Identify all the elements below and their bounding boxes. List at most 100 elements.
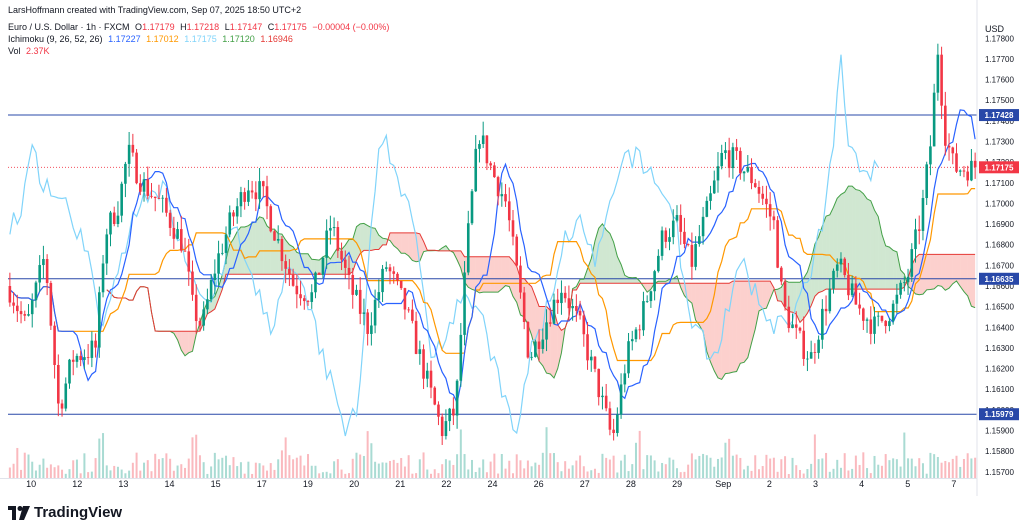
volume-bar [172, 470, 175, 478]
volume-bar [709, 457, 712, 478]
candle-body [914, 229, 917, 250]
time-tick-label: 14 [164, 479, 174, 489]
candle-body [86, 357, 90, 358]
volume-bar [649, 455, 652, 478]
candle-body [821, 308, 824, 340]
candle-body [157, 198, 161, 199]
price-tick-label: 1.16300 [985, 344, 1014, 353]
volume-bar [411, 473, 414, 478]
volume-bar [493, 453, 496, 478]
cloud-segment [747, 281, 752, 358]
candle-body [742, 171, 746, 174]
candle-body [172, 227, 176, 239]
candle-body [470, 191, 474, 224]
cloud-segment [691, 283, 696, 321]
volume-bar [213, 452, 216, 478]
tradingview-logo-text: TradingView [34, 504, 123, 521]
time-tick-label: 24 [487, 479, 497, 489]
candle-body [98, 292, 101, 348]
candle-body [634, 329, 638, 340]
candle-body [153, 196, 157, 199]
volume-bar [851, 468, 854, 478]
candle-body [16, 305, 19, 312]
volume-bar [366, 431, 369, 478]
volume-bar [154, 453, 157, 478]
cloud-segment [401, 232, 405, 254]
cloud-segment [881, 234, 886, 290]
legend-high-label: H [180, 22, 187, 32]
ichimoku-base-line [9, 188, 976, 362]
candle-body [701, 216, 705, 237]
candle-body [288, 268, 291, 275]
volume-bar [854, 455, 857, 478]
volume-bar [422, 452, 425, 478]
candle-body [768, 204, 772, 217]
candle-body [794, 324, 798, 328]
volume-bar [221, 457, 224, 478]
legend-vol-label[interactable]: Vol [8, 46, 21, 56]
volume-bar [564, 461, 567, 478]
candle-body [94, 340, 97, 348]
cloud-segment [602, 223, 607, 284]
volume-bar [277, 459, 280, 478]
time-tick-label: 2 [767, 479, 772, 489]
candle-body [545, 322, 548, 340]
candle-body [608, 408, 612, 430]
volume-bar [590, 470, 593, 478]
cloud-segment [494, 256, 499, 293]
volume-bar [839, 467, 842, 478]
candle-body [828, 288, 832, 312]
candle-body [973, 160, 977, 168]
hline-price-label: 1.16635 [985, 275, 1014, 284]
legend-symbol[interactable]: Euro / U.S. Dollar · 1h · FXCM [8, 22, 130, 32]
tradingview-logo[interactable]: TradingView [8, 504, 122, 521]
volume-bar [806, 469, 809, 478]
candle-body [19, 311, 23, 315]
legend-ichimoku-label[interactable]: Ichimoku (9, 26, 52, 26) [8, 34, 103, 44]
legend-close: C1.17175 [268, 22, 307, 32]
cloud-segment [397, 232, 402, 254]
candle-body [373, 299, 377, 326]
volume-bar [955, 455, 958, 478]
volume-bar [232, 457, 235, 478]
candle-body [668, 237, 671, 242]
volume-bar [877, 464, 880, 478]
volume-bar [918, 458, 921, 478]
ichimoku-leadA-value: 1.17120 [222, 34, 255, 44]
candle-body [858, 304, 861, 309]
volume-bar [933, 454, 936, 478]
candle-body [962, 170, 966, 172]
chart-canvas[interactable]: 1.157001.158001.159001.160001.161001.162… [0, 0, 1024, 496]
cloud-segment [758, 281, 763, 311]
volume-bar [675, 468, 678, 478]
cloud-segment [721, 283, 726, 380]
cloud-segment [188, 331, 193, 353]
candle-body [802, 330, 805, 359]
volume-bar [687, 464, 690, 478]
cloud-segment [181, 331, 186, 356]
candle-body [213, 273, 217, 281]
candle-body [511, 220, 515, 237]
candle-body [515, 236, 519, 266]
candle-body [79, 355, 82, 361]
candle-body [616, 414, 619, 434]
volume-bar [105, 465, 108, 478]
legend-high: H1.17218 [180, 22, 219, 32]
volume-bar [351, 458, 354, 478]
candle-body [124, 163, 127, 184]
cloud-segment [885, 245, 890, 290]
volume-bar [403, 466, 406, 478]
volume-bar [135, 452, 138, 478]
cloud-segment [412, 232, 417, 262]
volume-bar [974, 457, 977, 478]
volume-bars [8, 427, 977, 478]
volume-bar [165, 453, 168, 478]
candle-body [38, 265, 41, 283]
candle-body [418, 349, 422, 354]
volume-bar [910, 458, 913, 478]
candle-body [45, 259, 49, 284]
cloud-segment [799, 278, 804, 323]
candle-body [679, 215, 683, 232]
volume-bar [27, 454, 30, 478]
price-tick-label: 1.16900 [985, 220, 1014, 229]
